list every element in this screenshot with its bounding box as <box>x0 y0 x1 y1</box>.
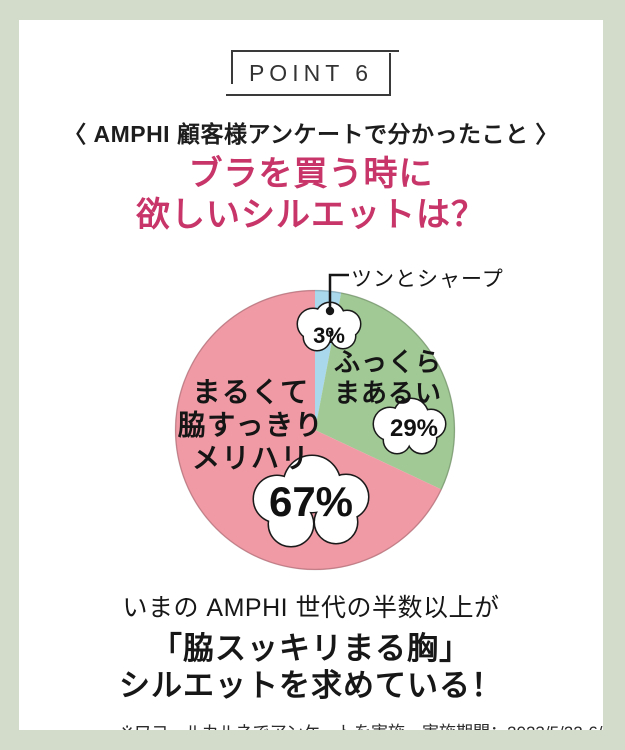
badge-frame-top-line <box>231 50 399 52</box>
infographic-card: POINT 6 〈 AMPHI 顧客様アンケートで分かったこと 〉 ブラを買う時… <box>19 20 603 730</box>
pie-slice-meriheri <box>175 289 442 570</box>
slice-label-fluffy-round: ふっくら まあるい <box>333 346 443 408</box>
conclusion-line-2: 「脇スッキリまる胸」 <box>151 630 471 666</box>
slice-label-sharp: ツンとシャープ <box>351 267 504 291</box>
point-badge: POINT 6 <box>226 50 399 96</box>
leader-dot-sharp <box>325 306 335 315</box>
point-badge-label: POINT 6 <box>248 59 374 86</box>
title-line-2: 欲しいシルエットは？ <box>136 195 486 234</box>
page-title: ブラを買う時に 欲しいシルエットは？ <box>19 154 603 236</box>
value-label-3pct: 3% <box>313 323 345 348</box>
badge-frame-bottom-line <box>226 94 391 96</box>
value-label-29pct: 29% <box>390 415 438 442</box>
value-label-67pct: 67% <box>269 478 353 525</box>
survey-subtitle: 〈 AMPHI 顧客様アンケートで分かったこと 〉 <box>63 121 559 147</box>
conclusion-line-1: いまの AMPHI 世代の半数以上が <box>122 593 500 622</box>
pie-chart: 3% 29% 67% ツンとシャープ ふっくら まあるい まるくて 脇すっきり … <box>19 256 603 584</box>
badge-frame-left-line <box>231 50 233 84</box>
slice-label-meriheri: まるくて 脇すっきり メリハリ <box>177 376 325 474</box>
leader-line-sharp <box>328 273 349 308</box>
survey-footnote: ※ワコールカルネでアンケートを実施。実施期間：2023/5/22-6/ <box>19 718 603 730</box>
title-line-1: ブラを買う時に <box>188 155 434 193</box>
badge-frame-right-line <box>389 53 391 96</box>
conclusion-line-3: シルエットを求めている！ <box>119 668 503 704</box>
pie-outer-rim <box>174 289 456 570</box>
conclusion-block: いまの AMPHI 世代の半数以上が 「脇スッキリまる胸」 シルエットを求めてい… <box>19 588 603 706</box>
pie-chart-svg: 3% 29% 67% <box>174 273 456 570</box>
